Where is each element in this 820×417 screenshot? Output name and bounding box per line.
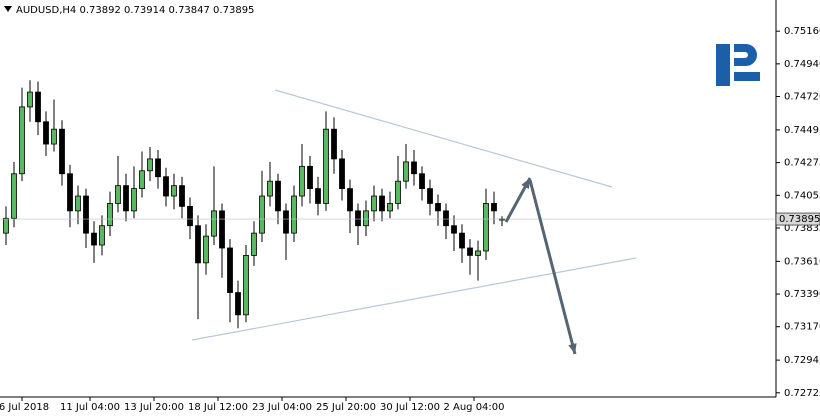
x-tick-label: 25 Jul 20:00 [316, 402, 376, 413]
candle-body [163, 176, 169, 197]
candle-body [291, 195, 297, 234]
candle-body [99, 225, 105, 246]
candle-body [155, 158, 161, 178]
candle-body [235, 292, 241, 316]
y-tick-label: 0.74055 [784, 190, 820, 201]
candle-body [275, 180, 281, 212]
candle-body [227, 247, 233, 293]
logo-bowl [734, 44, 757, 66]
candle-body [107, 203, 113, 227]
last-price-box [775, 212, 820, 226]
candle-body [203, 235, 209, 264]
candle-body [11, 173, 17, 219]
candle-body [363, 210, 369, 227]
x-tick-label: 13 Jul 20:00 [124, 402, 184, 413]
candle-body [259, 195, 265, 234]
candle-body [43, 121, 49, 145]
candle-body [19, 106, 25, 175]
candle-body [491, 203, 497, 212]
x-tick-label: 2 Aug 04:00 [443, 402, 504, 413]
candle-body [323, 128, 329, 204]
candle-body [355, 210, 361, 227]
x-tick-label: 30 Jul 12:00 [380, 402, 440, 413]
candle-body [123, 185, 129, 212]
candle-body [251, 232, 257, 256]
candle-body [179, 185, 185, 207]
candle-body [435, 203, 441, 212]
candle-body [115, 185, 121, 204]
candle-body [35, 91, 41, 123]
candle-body [467, 247, 473, 256]
symbol-menu-icon [4, 6, 12, 12]
candle-body [299, 165, 305, 197]
chart-title: AUDUSD,H4 0.73892 0.73914 0.73847 0.7389… [16, 5, 254, 16]
triangle-upper [274, 89, 613, 188]
candle-body [315, 188, 321, 204]
candle-body [387, 203, 393, 212]
y-tick-label: 0.74495 [784, 125, 820, 136]
candle-body [171, 185, 177, 197]
candle-body [339, 158, 345, 189]
triangle-lower [191, 257, 637, 341]
x-tick-label: 11 Jul 04:00 [60, 402, 120, 413]
candle-body [427, 188, 433, 204]
candle-body [267, 180, 273, 197]
logo-bar [734, 72, 760, 81]
logo-stem [716, 44, 730, 86]
candle-body [483, 203, 489, 252]
last-price-label: 0.73895 [779, 214, 820, 225]
candle-body [395, 180, 401, 204]
candle-body [459, 232, 465, 249]
candle-body [219, 210, 225, 249]
candle-body [371, 195, 377, 212]
x-tick-label: 6 Jul 2018 [0, 402, 49, 413]
candle-body [131, 188, 137, 212]
candle-body [283, 210, 289, 234]
candle-body [91, 232, 97, 246]
candle-body [187, 206, 193, 227]
y-tick-label: 0.72725 [784, 388, 820, 399]
candle-body [27, 91, 33, 108]
candle-body [75, 195, 81, 212]
candle-body [419, 173, 425, 189]
candle-body [59, 128, 65, 175]
arrow-head [521, 178, 530, 189]
y-tick-label: 0.72945 [784, 355, 820, 366]
candle-body [51, 128, 57, 145]
candle-body [411, 161, 417, 175]
candle-body [347, 188, 353, 212]
candle-body [243, 255, 249, 316]
x-tick-label: 18 Jul 12:00 [188, 402, 248, 413]
candle-body [147, 158, 153, 172]
candle-body [307, 165, 313, 189]
candle-body [211, 210, 217, 237]
forecast-arrow [528, 179, 577, 355]
arrow-head [568, 343, 577, 354]
candle-body [83, 195, 89, 234]
candle-body [139, 170, 145, 189]
x-tick-label: 23 Jul 04:00 [252, 402, 312, 413]
logo [716, 44, 760, 86]
candle-body [403, 161, 409, 182]
candle-body [451, 225, 457, 234]
candle-body [379, 195, 385, 212]
candle-body [195, 225, 201, 264]
candle-body [475, 250, 481, 256]
candle-body [331, 128, 337, 160]
candle-body [3, 217, 9, 234]
candle-body [67, 173, 73, 212]
y-tick-label: 0.73835 [784, 223, 820, 234]
candle-body [443, 210, 449, 227]
y-tick-label: 0.74275 [784, 158, 820, 169]
